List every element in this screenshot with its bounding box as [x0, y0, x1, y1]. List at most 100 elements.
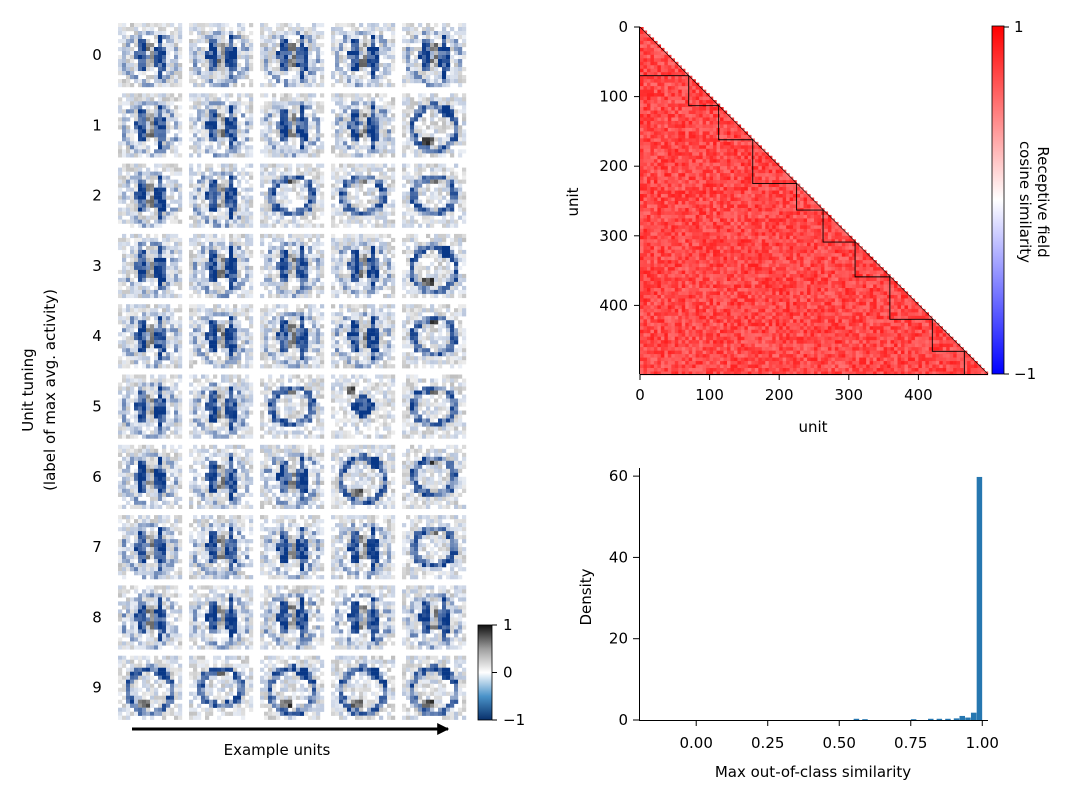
matrix-cell	[667, 65, 672, 69]
matrix-cell	[650, 343, 655, 348]
matrix-cell	[716, 343, 721, 348]
matrix-cell	[727, 127, 731, 132]
matrix-cell	[747, 347, 752, 351]
matrix-cell	[782, 350, 787, 355]
matrix-cell	[640, 100, 644, 104]
matrix-cell	[921, 322, 926, 327]
matrix-cell	[646, 221, 651, 226]
matrix-cell	[765, 361, 769, 365]
matrix-cell	[653, 357, 658, 362]
matrix-cell	[747, 204, 752, 209]
matrix-cell	[855, 364, 860, 369]
matrix-cell	[754, 173, 759, 177]
matrix-cell	[789, 228, 794, 233]
matrix-cell	[727, 173, 731, 177]
matrix-cell	[761, 267, 766, 271]
matrix-cell	[688, 249, 693, 254]
matrix-cell	[820, 253, 825, 257]
matrix-cell	[911, 354, 916, 358]
matrix-cell	[827, 319, 832, 323]
matrix-cell	[796, 284, 801, 289]
matrix-cell	[643, 239, 648, 243]
matrix-cell	[775, 305, 780, 310]
matrix-cell	[838, 364, 842, 369]
matrix-cell	[765, 183, 769, 188]
matrix-cell	[692, 207, 696, 212]
matrix-cell	[810, 211, 815, 216]
matrix-cell	[713, 169, 717, 174]
matrix-cell	[667, 249, 672, 254]
matrix-cell	[643, 207, 648, 212]
matrix-cell	[664, 256, 668, 261]
matrix-cell	[810, 263, 815, 268]
matrix-cell	[699, 218, 703, 223]
matrix-cell	[692, 107, 696, 111]
matrix-cell	[646, 93, 651, 97]
matrix-cell	[772, 301, 776, 306]
matrix-cell	[660, 235, 665, 240]
matrix-cell	[646, 204, 651, 209]
matrix-cell	[939, 364, 943, 369]
matrix-cell	[831, 260, 836, 264]
matrix-cell	[681, 187, 686, 191]
matrix-cell	[747, 253, 752, 257]
matrix-cell	[740, 246, 745, 250]
grid-cbar-tick-label: −1	[503, 711, 525, 729]
matrix-cell	[838, 225, 842, 229]
matrix-cell	[866, 260, 870, 264]
matrix-cell	[747, 284, 752, 289]
matrix-cell	[678, 357, 682, 362]
matrix-cell	[730, 162, 735, 167]
matrix-cell	[653, 322, 658, 327]
matrix-cell	[706, 100, 710, 104]
matrix-cell	[894, 336, 898, 341]
matrix-cell	[761, 218, 766, 223]
matrix-cell	[786, 183, 790, 188]
matrix-cell	[793, 183, 797, 188]
matrix-cell	[862, 270, 867, 275]
matrix-cell	[688, 107, 693, 111]
matrix-cell	[709, 242, 714, 247]
matrix-cell	[695, 364, 700, 369]
matrix-cell	[709, 333, 714, 337]
matrix-cell	[709, 173, 714, 177]
matrix-cell	[671, 288, 675, 292]
matrix-cell	[730, 242, 735, 247]
matrix-cell	[775, 329, 780, 334]
matrix-cell	[758, 155, 762, 160]
matrix-cell	[723, 152, 728, 156]
matrix-cell	[810, 361, 815, 365]
matrix-cell	[737, 145, 742, 149]
matrix-cell	[674, 89, 679, 94]
matrix-cell	[744, 169, 749, 174]
matrix-cell	[765, 343, 769, 348]
matrix-cell	[643, 47, 648, 52]
matrix-cell	[751, 239, 755, 243]
matrix-cell	[747, 333, 752, 337]
matrix-cell	[883, 291, 888, 296]
matrix-cell	[643, 159, 648, 163]
matrix-cell	[716, 221, 721, 226]
matrix-cell	[814, 301, 818, 306]
matrix-cell	[814, 263, 818, 268]
matrix-cell	[880, 277, 884, 282]
matrix-cell	[887, 305, 891, 310]
matrix-cell	[733, 347, 738, 351]
matrix-cell	[716, 148, 721, 153]
matrix-cell	[970, 364, 975, 369]
matrix-cell	[678, 127, 682, 132]
matrix-cell	[793, 204, 797, 209]
matrix-cell	[834, 253, 839, 257]
matrix-cell	[653, 176, 658, 181]
matrix-cell	[678, 75, 682, 80]
matrix-cell	[671, 207, 675, 212]
matrix-cell	[796, 340, 801, 344]
matrix-cell	[866, 315, 870, 320]
matrix-cell	[681, 253, 686, 257]
matrix-cell	[869, 305, 874, 310]
matrix-cell	[692, 333, 696, 337]
matrix-cell	[779, 173, 783, 177]
matrix-cell	[681, 79, 686, 83]
matrix-cell	[956, 364, 961, 369]
matrix-cell	[827, 274, 832, 278]
